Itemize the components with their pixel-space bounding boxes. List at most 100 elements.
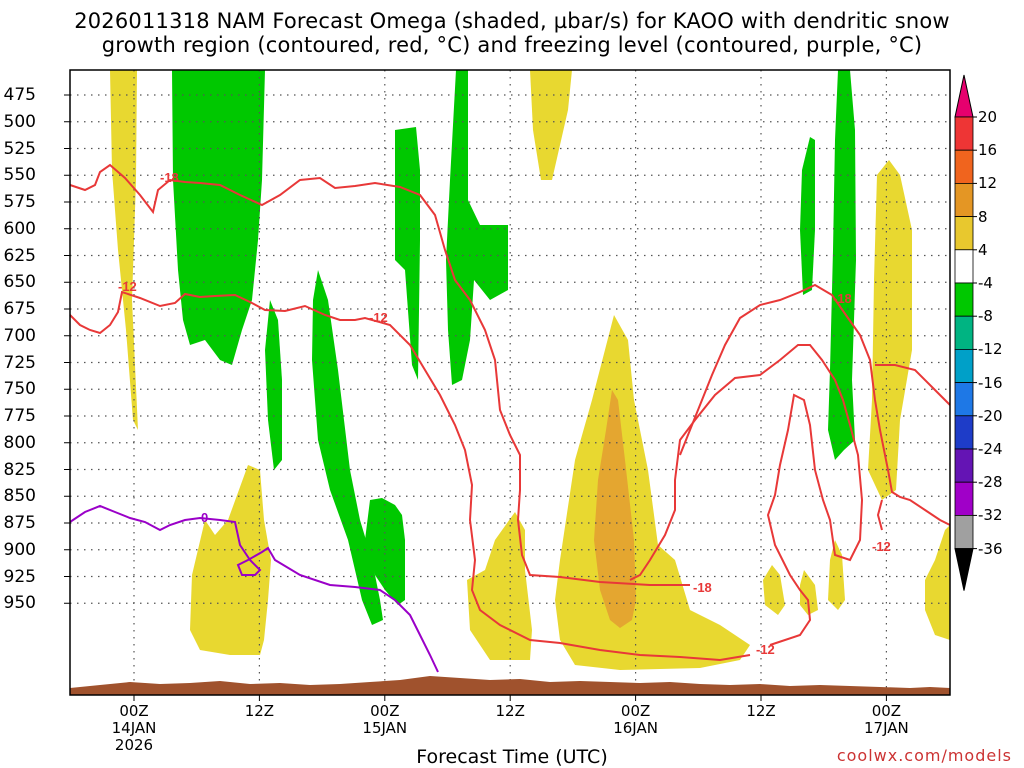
plot-frame [69, 69, 951, 696]
terrain-ground [70, 676, 950, 695]
credit-text: coolwx.com/models [836, 746, 1012, 765]
y-tick-label: 850 [3, 486, 36, 507]
omega-green-region [446, 70, 508, 385]
y-tick-label: 600 [3, 218, 36, 239]
omega-green-region [828, 70, 856, 460]
y-tick-label: 625 [3, 245, 36, 266]
colorbar-tick-label: 16 [978, 141, 998, 160]
y-tick-label: 825 [3, 459, 36, 480]
x-tick-label: 17JAN [864, 719, 909, 737]
omega-green-region [395, 127, 420, 380]
dgz-contour-minus18-east [875, 364, 951, 406]
colorbar-tick-label: -12 [978, 340, 1003, 359]
contour-label: -12 [872, 539, 891, 554]
omega-green-region [172, 70, 265, 365]
y-tick-label: 550 [3, 165, 36, 186]
contour-label: -18 [160, 170, 179, 185]
colorbar-swatch [954, 116, 974, 151]
colorbar-swatch [954, 282, 974, 317]
colorbar-tick-label: 12 [978, 174, 998, 193]
colorbar-swatch [954, 216, 974, 251]
x-tick-label: 00Z [620, 702, 651, 720]
dgz-contour-minus18-right [679, 283, 951, 526]
dgz-contour-minus12 [69, 290, 751, 662]
contour-label: -12 [369, 310, 388, 325]
omega-shading [110, 70, 950, 670]
colorbar-swatch [954, 348, 974, 383]
chart-title-line-2: growth region (contoured, red, °C) and f… [101, 33, 923, 57]
omega-orange-region [594, 390, 636, 628]
omega-yellow-region [800, 570, 818, 615]
colorbar-swatch [954, 382, 974, 417]
dgz-contour-minus12-east [876, 499, 883, 531]
colorbar-tick-label: 8 [978, 207, 988, 226]
omega-yellow-region [190, 465, 271, 655]
y-tick-label: 575 [3, 192, 36, 212]
x-tick-label: 16JAN [613, 719, 658, 737]
contour-label: -18 [833, 291, 852, 306]
colorbar-tick-label: -16 [978, 373, 1003, 392]
y-tick-label: 500 [3, 111, 36, 132]
x-tick-label: 12Z [495, 702, 525, 720]
dgz-contours-red [69, 163, 951, 662]
contour-labels: -18 -12 -12 -18 -12 -18 -12 0 [118, 170, 891, 657]
colorbar-tick-label: -4 [978, 274, 993, 292]
x-tick-label: 12Z [244, 702, 275, 720]
colorbar-tick-label: -36 [978, 539, 1003, 558]
dgz-contour-minus18 [69, 163, 690, 586]
contour-label: -12 [756, 642, 775, 657]
omega-yellow-region [467, 512, 532, 660]
omega-yellow-region [868, 160, 912, 500]
freezing-level-contour [69, 504, 439, 673]
x-tick-label: 00Z [370, 702, 400, 720]
colorbar-top-arrow [954, 74, 974, 118]
y-tick-label: 900 [3, 539, 36, 560]
y-tick-label: 475 [3, 85, 36, 105]
freezing-level-0c [69, 504, 439, 673]
x-tick-label: 15JAN [362, 719, 408, 737]
contour-label: -18 [693, 580, 712, 595]
colorbar-swatch [954, 315, 974, 350]
chart-title-line-1: 2026011318 NAM Forecast Omega (shaded, µ… [74, 9, 950, 33]
colorbar-swatch [954, 415, 974, 450]
colorbar [954, 74, 977, 591]
colorbar-tick-label: -28 [978, 473, 1003, 492]
colorbar-swatch [954, 249, 974, 284]
colorbar-swatch [954, 481, 974, 516]
colorbar-swatch [954, 515, 974, 550]
colorbar-tick-label: 4 [978, 240, 988, 259]
colorbar-tick-label: -8 [978, 307, 993, 326]
y-tick-label: 875 [3, 513, 36, 533]
x-tick-label: 00Z [871, 702, 902, 720]
y-tick-label: 675 [3, 299, 36, 319]
x-tick-label: 12Z [746, 702, 776, 720]
omega-yellow-region [530, 70, 572, 180]
y-tick-label: 650 [3, 272, 36, 293]
colorbar-tick-label: -32 [978, 506, 1003, 525]
y-tick-label: 725 [3, 352, 36, 373]
colorbar-tick-label: -20 [978, 406, 1003, 425]
colorbar-bottom-arrow [954, 548, 974, 591]
x-tick-label: 00Z [119, 702, 149, 720]
omega-yellow-region [925, 525, 950, 640]
omega-green-region [265, 300, 282, 470]
colorbar-tick-label: 20 [978, 108, 998, 126]
x-axis-label: Forecast Time (UTC) [416, 746, 608, 768]
y-tick-label: 925 [3, 566, 36, 587]
y-tick-label: 750 [3, 379, 36, 400]
omega-yellow-region [763, 565, 785, 615]
y-tick-label: 700 [3, 325, 36, 346]
contour-label: 0 [201, 510, 208, 525]
omega-green-region [365, 498, 405, 605]
omega-yellow-region [828, 540, 845, 610]
omega-yellow-region [555, 315, 750, 670]
colorbar-swatch [954, 149, 974, 184]
y-tick-label: 950 [3, 593, 36, 614]
colorbar-tick-label: -24 [978, 440, 1003, 458]
y-tick-label: 775 [3, 406, 36, 426]
y-tick-label: 525 [3, 138, 36, 159]
dgz-contour-minus12-right [629, 344, 864, 646]
x-tick-label: 14JAN [111, 719, 157, 737]
colorbar-swatch [954, 182, 974, 217]
